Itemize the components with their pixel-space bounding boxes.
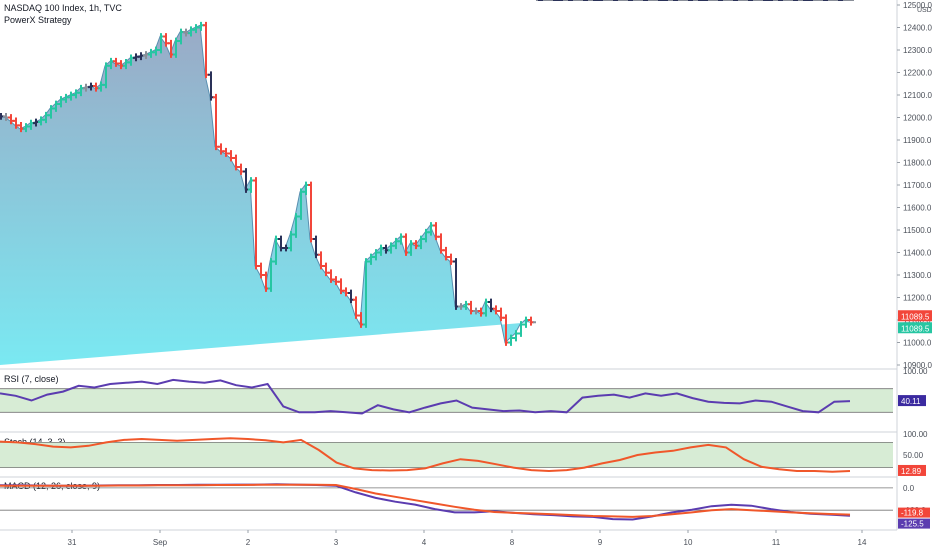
price-tick-label: 11400.0: [903, 249, 932, 258]
price-tick-label: 12100.0: [903, 91, 932, 100]
time-tick-label: 14: [858, 538, 867, 547]
macd-tick-label: 0.0: [903, 484, 915, 493]
stoch-tick-label: 100.00: [903, 430, 928, 439]
price-tick-label: 12000.0: [903, 114, 932, 123]
stoch-value-label: 12.89: [901, 467, 922, 476]
price-tick-label: 11200.0: [903, 294, 932, 303]
rsi-tick-label: 100.00: [903, 367, 928, 376]
price-tick-label: 11900.0: [903, 136, 932, 145]
price-tick-label: 11300.0: [903, 271, 932, 280]
time-tick-label: 8: [510, 538, 515, 547]
time-tick-label: 3: [334, 538, 339, 547]
price-tick-label: 12500.0: [903, 1, 932, 10]
time-tick-label: 9: [598, 538, 603, 547]
last-price-badge: [898, 310, 932, 322]
rsi-line: [0, 378, 851, 415]
chart-title: NASDAQ 100 Index, 1h, TVC: [4, 3, 122, 13]
price-tick-label: 11600.0: [903, 204, 932, 213]
price-area: [0, 25, 530, 366]
time-tick-label: Sep: [153, 538, 168, 547]
time-tick-label: 31: [68, 538, 77, 547]
last-price-label: 11089.5: [901, 312, 930, 321]
macd-value-label: -119.8: [901, 509, 924, 518]
time-tick-label: 2: [246, 538, 251, 547]
currency-label: USD: [917, 7, 932, 14]
macd-value-label: -125.5: [901, 520, 924, 529]
last-price-badge: [898, 322, 932, 334]
price-tick-label: 12200.0: [903, 69, 932, 78]
price-tick-label: 12400.0: [903, 24, 932, 33]
price-tick-label: 11700.0: [903, 181, 932, 190]
time-tick-label: 10: [684, 538, 693, 547]
stoch-value-badge: [898, 464, 926, 476]
price-tick-label: 10900.0: [903, 361, 932, 370]
rsi-value-label: 40.11: [901, 397, 921, 406]
time-tick-label: 11: [772, 538, 781, 547]
price-tick-label: 11000.0: [903, 339, 932, 348]
rsi-value-badge: [898, 395, 926, 407]
macd-value-badge: [898, 518, 930, 529]
ohlc-bar: [533, 0, 539, 324]
stoch-line: [0, 437, 851, 473]
time-tick-label: 4: [422, 538, 427, 547]
ohlc-bar: [528, 316, 534, 326]
price-tick-label: 11800.0: [903, 159, 932, 168]
strategy-label: PowerX Strategy: [4, 15, 72, 25]
stoch-band: [0, 442, 893, 468]
macd-signal-line: [0, 483, 851, 518]
price-tick-label: 11500.0: [903, 226, 932, 235]
rsi-title: RSI (7, close): [4, 374, 59, 384]
price-tick-label: 12300.0: [903, 46, 932, 55]
last-price-label: 11089.5: [901, 324, 930, 333]
stoch-tick-label: 50.00: [903, 451, 924, 460]
macd-value-badge: [898, 507, 930, 518]
